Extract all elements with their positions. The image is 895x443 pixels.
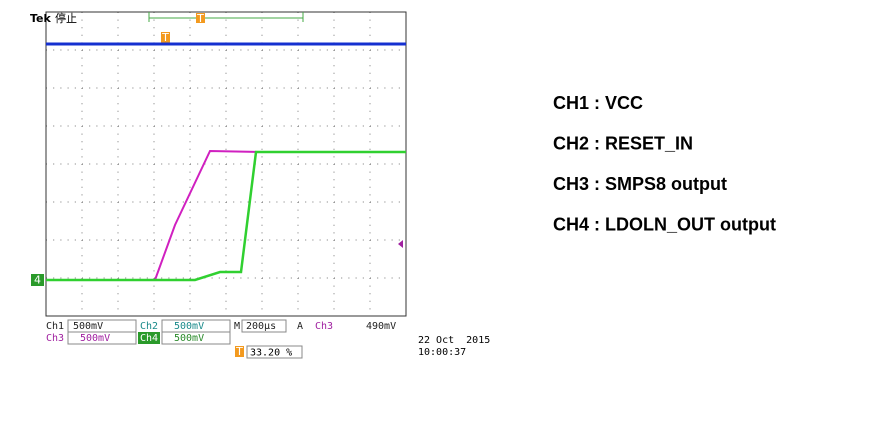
status-item: Ch3	[46, 333, 64, 344]
status-item: 500mV	[174, 321, 204, 332]
date: 22 Oct 2015	[418, 335, 490, 346]
status-box	[161, 331, 231, 345]
time: 10:00:37	[418, 347, 466, 358]
ch4-trace	[46, 150, 406, 282]
status-item: 500mV	[73, 321, 103, 332]
ch4-badge	[138, 332, 160, 344]
ch3-trace	[46, 149, 261, 281]
trigger-position-label: T	[196, 12, 204, 25]
trigger-marker	[161, 32, 170, 43]
status-item: 500mV	[80, 333, 110, 344]
status-item: 500mV	[174, 333, 204, 344]
trigger-marker-label: T	[161, 31, 169, 44]
brand: Tek	[30, 12, 52, 25]
legend-entry: CH2 : RESET_IN	[553, 133, 693, 153]
ch3-trigger-arrow	[398, 240, 403, 248]
status-item: Ch4	[140, 333, 158, 344]
status-item: A	[297, 321, 303, 332]
delay-marker	[235, 346, 244, 357]
legend: CH1 : VCC CH2 : RESET_IN CH3 : SMPS8 outpu…	[553, 93, 776, 235]
status-item: Ch1	[46, 321, 64, 332]
status-box	[241, 319, 287, 333]
status-item: 490mV	[366, 321, 396, 332]
status-item: Ch3	[315, 321, 333, 332]
run-state: 停止	[55, 11, 77, 25]
record-bar	[148, 12, 304, 22]
delay-marker-label: T	[235, 345, 243, 358]
graticule	[46, 12, 406, 316]
ch4-marker-label: 4	[34, 274, 41, 287]
screen-border	[45, 11, 407, 317]
status-item: 200µs	[246, 321, 276, 332]
legend-entry: CH3 : SMPS8 output	[553, 174, 727, 194]
delay-value: 33.20 %	[250, 348, 292, 359]
status-item: Ch2	[140, 321, 158, 332]
status-bar: Ch1 500mV Ch2 500mV M 200µs A Ch3 490mV Ch3 500mV C…	[46, 319, 396, 345]
status-item: M	[234, 321, 240, 332]
delay-box	[246, 345, 303, 359]
status-box	[67, 331, 137, 345]
ch4-marker	[31, 274, 44, 286]
trigger-position-marker	[196, 13, 205, 23]
legend-entry: CH1 : VCC	[553, 93, 643, 113]
legend-entry: CH4 : LDOLN_OUT output	[553, 214, 776, 234]
